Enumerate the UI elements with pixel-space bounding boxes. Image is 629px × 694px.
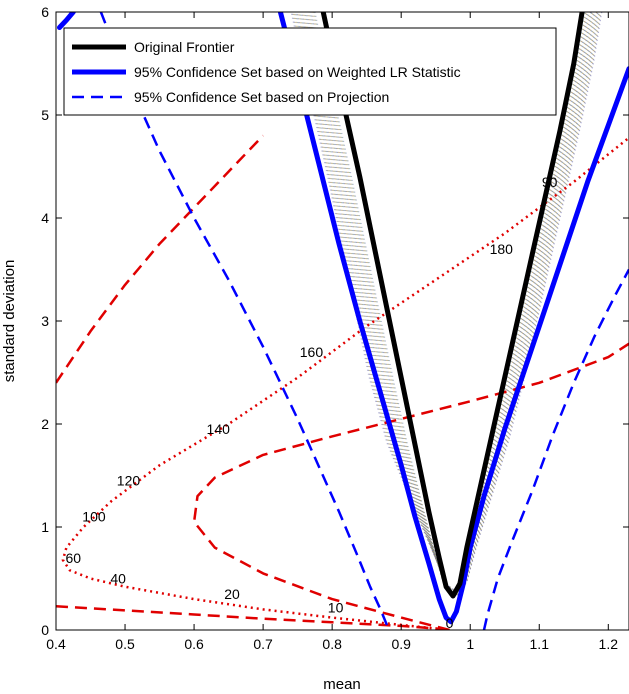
x-tick-label: 0.8 bbox=[322, 636, 342, 652]
series-layer bbox=[56, 12, 629, 630]
y-tick-label: 4 bbox=[41, 210, 49, 226]
legend-entry-label: Original Frontier bbox=[134, 39, 235, 55]
y-tick-label: 3 bbox=[41, 313, 49, 329]
x-tick-label: 0.4 bbox=[46, 636, 66, 652]
y-tick-label: 5 bbox=[41, 107, 49, 123]
series-1-line-1 bbox=[57, 12, 76, 30]
series-0-line-0 bbox=[320, 12, 585, 599]
x-tick-label: 1.1 bbox=[530, 636, 550, 652]
annotation-label: 60 bbox=[65, 550, 81, 566]
x-axis: 0.4 0.5 0.6 0.7 0.8 0.9 1 1.1 1.2 bbox=[46, 12, 618, 652]
cloud-line bbox=[297, 12, 598, 596]
annotation-label: 0 bbox=[446, 615, 454, 631]
x-tick-label: 0.6 bbox=[184, 636, 204, 652]
y-axis: 0 1 2 3 4 5 6 bbox=[41, 4, 629, 638]
series-2-line-0 bbox=[99, 12, 390, 630]
cloud-line bbox=[311, 12, 588, 597]
y-axis-title: standard deviation bbox=[1, 260, 18, 383]
annotation-label: 90 bbox=[542, 174, 558, 190]
annotation-label: 10 bbox=[328, 599, 344, 615]
legend-box bbox=[63, 27, 557, 116]
y-tick-label: 1 bbox=[41, 519, 49, 535]
x-tick-label: 1.2 bbox=[599, 636, 619, 652]
annotation-label: 100 bbox=[82, 509, 106, 525]
annotation-label: 40 bbox=[110, 571, 126, 587]
legend-entry-label: 95% Confidence Set based on Weighted LR … bbox=[134, 64, 461, 80]
annotation-label: 120 bbox=[117, 473, 141, 489]
x-tick-label: 0.9 bbox=[391, 636, 411, 652]
series-3-line-0 bbox=[56, 134, 265, 384]
y-tick-label: 6 bbox=[41, 4, 49, 20]
x-tick-label: 0.5 bbox=[115, 636, 135, 652]
series-4-line-0 bbox=[61, 136, 629, 630]
x-tick-label: 1 bbox=[466, 636, 474, 652]
cloud-line bbox=[298, 12, 597, 596]
y-tick-label: 2 bbox=[41, 416, 49, 432]
cloud-line bbox=[304, 12, 593, 597]
annotation-label: 140 bbox=[207, 421, 231, 437]
x-tick-label: 0.7 bbox=[253, 636, 273, 652]
series-2-line-1 bbox=[482, 268, 629, 630]
annotation-label: 180 bbox=[490, 241, 514, 257]
cloud-line bbox=[303, 12, 593, 597]
annotation-label: 160 bbox=[300, 344, 324, 360]
x-axis-title: mean bbox=[323, 676, 361, 693]
legend: Original Frontier 95% Confidence Set base… bbox=[63, 27, 557, 116]
annotation-label: 20 bbox=[224, 586, 240, 602]
y-tick-label: 0 bbox=[41, 622, 49, 638]
cloud-line bbox=[312, 12, 587, 597]
legend-entry-label: 95% Confidence Set based on Projection bbox=[134, 89, 389, 105]
series-3-line-2 bbox=[56, 605, 450, 630]
series-1-line-0 bbox=[277, 12, 629, 625]
